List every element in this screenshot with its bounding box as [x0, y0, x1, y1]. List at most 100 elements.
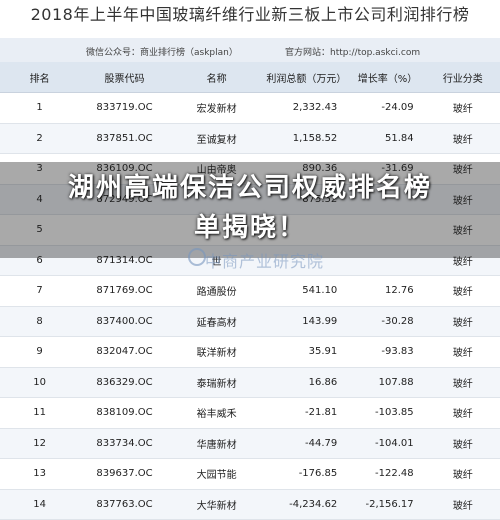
- table-row: 4 872949.OC 875.52 玻纤: [0, 184, 500, 215]
- profit-cell: 541.10: [263, 275, 350, 307]
- rank-cell: 3: [0, 153, 80, 185]
- headline: 湖州高端保洁公司权威排名榜 单揭晓！: [0, 168, 500, 248]
- headline-line-2: 单揭晓！: [193, 213, 306, 243]
- code-cell: [79, 214, 170, 246]
- industry-cell: 玻纤: [425, 458, 500, 490]
- industry-cell: 玻纤: [425, 428, 500, 459]
- profit-cell: -4,234.62: [263, 489, 350, 520]
- code-cell: 833734.OC: [79, 428, 170, 459]
- header-name: 名称: [169, 62, 264, 93]
- table-row: 1 833719.OC 宏发新材 2,332.43 -24.09 玻纤: [0, 92, 500, 124]
- profit-cell: 2,332.43: [263, 92, 350, 124]
- name-cell: 裕丰威禾: [169, 397, 264, 429]
- profit-cell: [263, 214, 350, 246]
- table-row: 12 833734.OC 华唐新材 -44.79 -104.01 玻纤: [0, 428, 500, 459]
- official-site: 官方网站：http://top.askci.com: [285, 48, 421, 58]
- name-cell: [169, 184, 264, 215]
- name-cell: 泰瑞新材: [169, 367, 264, 398]
- industry-cell: 玻纤: [425, 306, 500, 337]
- table-row: 3 836109.OC 山由帝奥 890.36 -31.69 玻纤: [0, 153, 500, 185]
- name-cell: 世: [169, 245, 264, 276]
- industry-cell: 玻纤: [425, 489, 500, 520]
- growth-cell: 12.76: [349, 275, 426, 307]
- profit-cell: 16.86: [263, 367, 350, 398]
- industry-cell: 玻纤: [425, 367, 500, 398]
- industry-cell: 玻纤: [425, 336, 500, 368]
- table-row: 7 871769.OC 路通股份 541.10 12.76 玻纤: [0, 275, 500, 307]
- header-code: 股票代码: [79, 62, 170, 93]
- rank-cell: 9: [0, 336, 80, 368]
- industry-cell: 玻纤: [425, 123, 500, 154]
- growth-cell: -104.01: [349, 428, 426, 459]
- rank-cell: 12: [0, 428, 80, 459]
- header-industry: 行业分类: [425, 62, 500, 93]
- name-cell: 宏发新材: [169, 92, 264, 124]
- table-header-row: 排名 股票代码 名称 利润总额（万元） 增长率（%） 行业分类: [0, 62, 500, 93]
- profit-cell: 143.99: [263, 306, 350, 337]
- growth-cell: [349, 245, 426, 276]
- code-cell: 839637.OC: [79, 458, 170, 490]
- name-cell: [169, 214, 264, 246]
- growth-cell: [349, 214, 426, 246]
- code-cell: 837851.OC: [79, 123, 170, 154]
- profit-cell: 875.52: [263, 184, 350, 215]
- table-row: 11 838109.OC 裕丰威禾 -21.81 -103.85 玻纤: [0, 397, 500, 429]
- code-cell: 836329.OC: [79, 367, 170, 398]
- growth-cell: -93.83: [349, 336, 426, 368]
- table-row: 6 871314.OC 世 玻纤: [0, 245, 500, 276]
- code-cell: 837400.OC: [79, 306, 170, 337]
- table-row: 14 837763.OC 大华新材 -4,234.62 -2,156.17 玻纤: [0, 489, 500, 520]
- rank-cell: 6: [0, 245, 80, 276]
- rank-cell: 4: [0, 184, 80, 215]
- code-cell: 871314.OC: [79, 245, 170, 276]
- growth-cell: -31.69: [349, 153, 426, 185]
- industry-cell: 玻纤: [425, 275, 500, 307]
- growth-cell: -30.28: [349, 306, 426, 337]
- table-row: 13 839637.OC 大园节能 -176.85 -122.48 玻纤: [0, 458, 500, 490]
- industry-cell: 玻纤: [425, 397, 500, 429]
- code-cell: 832047.OC: [79, 336, 170, 368]
- rank-cell: 7: [0, 275, 80, 307]
- name-cell: 路通股份: [169, 275, 264, 307]
- code-cell: 833719.OC: [79, 92, 170, 124]
- profit-cell: 1,158.52: [263, 123, 350, 154]
- table-row: 9 832047.OC 联洋新材 35.91 -93.83 玻纤: [0, 336, 500, 368]
- profit-cell: [263, 245, 350, 276]
- header-growth: 增长率（%）: [349, 62, 426, 93]
- watermark: 中商产业研究院: [205, 252, 325, 271]
- profit-cell: 35.91: [263, 336, 350, 368]
- name-cell: 大园节能: [169, 458, 264, 490]
- rank-cell: 11: [0, 397, 80, 429]
- growth-cell: 107.88: [349, 367, 426, 398]
- table-row: 10 836329.OC 泰瑞新材 16.86 107.88 玻纤: [0, 367, 500, 398]
- industry-cell: 玻纤: [425, 184, 500, 215]
- rank-cell: 10: [0, 367, 80, 398]
- name-cell: 延春高材: [169, 306, 264, 337]
- profit-cell: -21.81: [263, 397, 350, 429]
- code-cell: 837763.OC: [79, 489, 170, 520]
- headline-line-1: 湖州高端保洁公司权威排名榜: [67, 173, 432, 203]
- table-row: 5 玻纤: [0, 214, 500, 246]
- growth-cell: -2,156.17: [349, 489, 426, 520]
- rank-cell: 14: [0, 489, 80, 520]
- ranking-table: 排名 股票代码 名称 利润总额（万元） 增长率（%） 行业分类 1 833719.…: [0, 62, 500, 520]
- header-profit: 利润总额（万元）: [263, 62, 350, 93]
- name-cell: 大华新材: [169, 489, 264, 520]
- table-row: 8 837400.OC 延春高材 143.99 -30.28 玻纤: [0, 306, 500, 337]
- source-bar: 微信公众号：商业排行榜（askplan） 官方网站：http://top.ask…: [0, 38, 500, 62]
- growth-cell: -24.09: [349, 92, 426, 124]
- profit-cell: 890.36: [263, 153, 350, 185]
- code-cell: 836109.OC: [79, 153, 170, 185]
- name-cell: 至诚复材: [169, 123, 264, 154]
- page-title: 2018年上半年中国玻璃纤维行业新三板上市公司利润排行榜: [0, 0, 500, 38]
- industry-cell: 玻纤: [425, 153, 500, 185]
- table-row: 2 837851.OC 至诚复材 1,158.52 51.84 玻纤: [0, 123, 500, 154]
- growth-cell: [349, 184, 426, 215]
- rank-cell: 8: [0, 306, 80, 337]
- rank-cell: 1: [0, 92, 80, 124]
- header-rank: 排名: [0, 62, 80, 93]
- profit-cell: -44.79: [263, 428, 350, 459]
- code-cell: 871769.OC: [79, 275, 170, 307]
- rank-cell: 13: [0, 458, 80, 490]
- industry-cell: 玻纤: [425, 92, 500, 124]
